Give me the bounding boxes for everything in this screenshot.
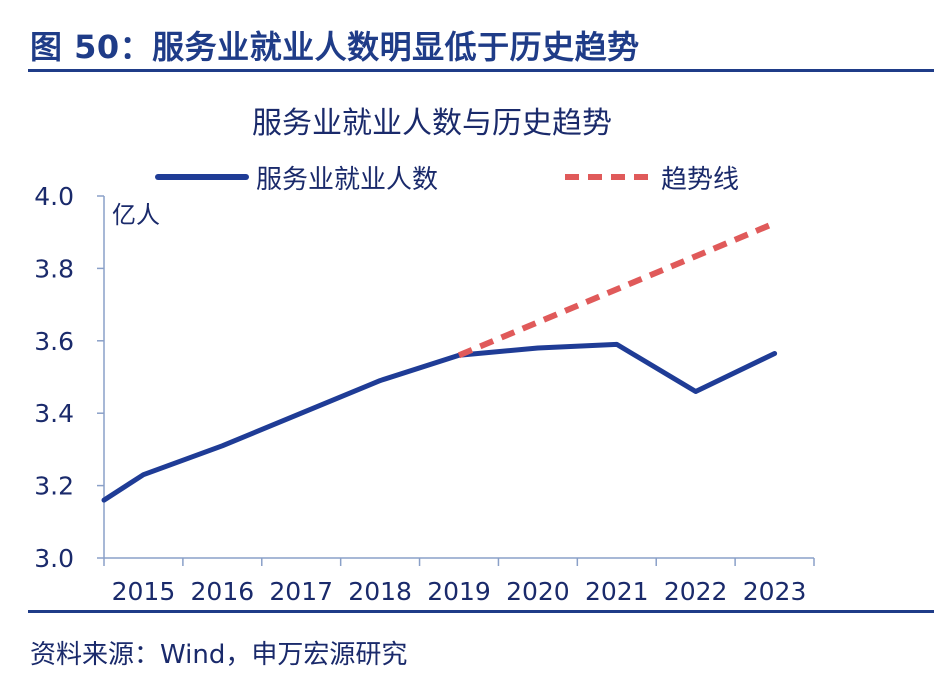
y-tick-label: 3.8: [34, 254, 74, 283]
title-divider: [28, 69, 934, 72]
y-tick-label: 3.4: [34, 399, 74, 428]
x-tick-label: 2022: [664, 577, 728, 606]
x-tick-label: 2020: [506, 577, 570, 606]
x-tick-label: 2018: [348, 577, 412, 606]
x-tick-label: 2019: [427, 577, 491, 606]
trend-line: [457, 220, 776, 359]
legend: 服务业就业人数 趋势线: [155, 165, 739, 195]
y-axis-unit-label: 亿人: [112, 201, 160, 229]
x-tick-label: 2015: [112, 577, 176, 606]
legend-label-trend: 趋势线: [661, 165, 739, 195]
figure-title: 图 50：服务业就业人数明显低于历史趋势: [30, 28, 640, 66]
x-tick-label: 2023: [743, 577, 807, 606]
line-chart: 服务业就业人数与历史趋势 服务业就业人数 趋势线 亿人 3.0 3.2 3.4 3.6…: [34, 106, 815, 606]
x-tick-label: 2017: [269, 577, 333, 606]
x-tick-label: 2021: [585, 577, 649, 606]
y-tick-label: 3.2: [34, 472, 74, 501]
x-tick-label: 2016: [191, 577, 255, 606]
series-layer: [101, 220, 778, 503]
chart-title: 服务业就业人数与历史趋势: [252, 106, 612, 141]
source-note: 资料来源：Wind，申万宏源研究: [30, 640, 408, 670]
legend-label-main: 服务业就业人数: [256, 165, 438, 195]
y-tick-label: 3.0: [34, 544, 74, 573]
employment-line: [101, 341, 778, 503]
y-tick-label: 3.6: [34, 327, 74, 356]
y-tick-label: 4.0: [34, 182, 74, 211]
source-divider: [28, 610, 934, 613]
axes: 3.0 3.2 3.4 3.6 3.8 4.0 2015 2016 2017 2018 2019 20…: [34, 182, 815, 606]
